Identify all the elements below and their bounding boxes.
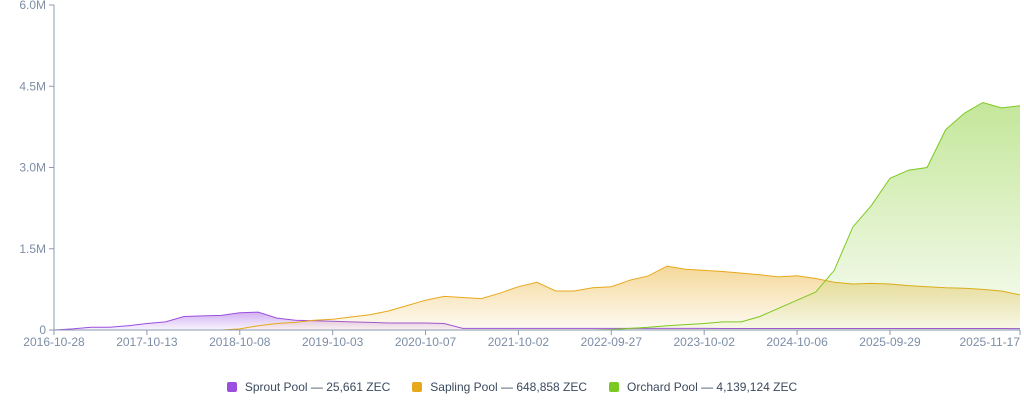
chart: 0 1.5M 3.0M 4.5M 6.0M 2016-10-28 2017-10-13 201… xyxy=(19,0,1021,349)
legend-label: Sprout Pool — 25,661 ZEC xyxy=(244,380,391,394)
legend-swatch xyxy=(412,382,423,392)
x-tick-label: 2020-10-07 xyxy=(395,335,457,349)
x-tick-label: 2019-10-03 xyxy=(302,335,364,349)
legend-item[interactable]: Sapling Pool — 648,858 ZEC xyxy=(412,380,587,394)
y-tick-label: 6.0M xyxy=(19,0,46,12)
y-tick-label: 4.5M xyxy=(19,79,46,93)
x-tick-label: 2022-09-27 xyxy=(581,335,643,349)
x-tick-label: 2021-10-02 xyxy=(488,335,550,349)
y-tick-label: 1.5M xyxy=(19,242,46,256)
legend-item[interactable]: Orchard Pool — 4,139,124 ZEC xyxy=(609,380,797,394)
x-tick-label: 2023-10-02 xyxy=(673,335,735,349)
y-tick-label: 0 xyxy=(39,323,46,337)
legend-label: Sapling Pool — 648,858 ZEC xyxy=(430,380,588,394)
legend-label: Orchard Pool — 4,139,124 ZEC xyxy=(627,380,798,394)
x-tick-label: 2018-10-08 xyxy=(209,335,271,349)
x-tick-label: 2025-11-17 xyxy=(960,335,1021,349)
x-tick-label: 2024-10-06 xyxy=(766,335,828,349)
legend-swatch xyxy=(226,382,237,392)
legend-swatch xyxy=(609,382,620,392)
x-tick-label: 2016-10-28 xyxy=(23,335,85,349)
legend: Sprout Pool — 25,661 ZEC Sapling Pool — 6… xyxy=(0,380,1024,394)
legend-item[interactable]: Sprout Pool — 25,661 ZEC xyxy=(226,380,391,394)
x-tick-label: 2025-09-29 xyxy=(859,335,921,349)
area xyxy=(54,102,1020,330)
y-tick-label: 3.0M xyxy=(19,161,46,175)
x-tick-label: 2017-10-13 xyxy=(116,335,178,349)
